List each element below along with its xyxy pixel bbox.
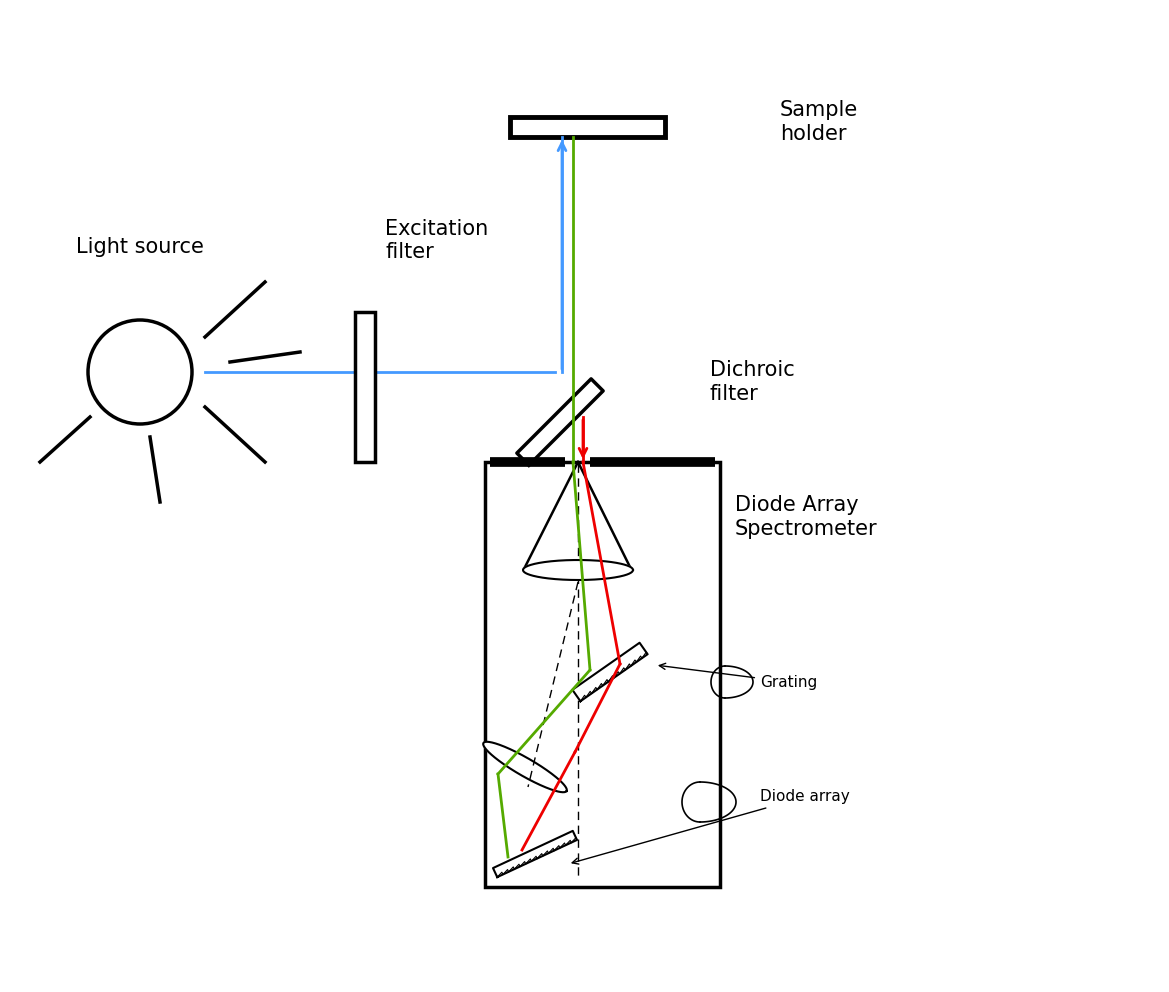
Text: Diode Array
Spectrometer: Diode Array Spectrometer [735, 495, 878, 539]
Bar [485, 462, 720, 887]
Text: Dichroic
filter: Dichroic filter [710, 360, 795, 404]
Bar [355, 312, 375, 462]
Polygon shape [493, 831, 577, 877]
Text: Excitation
filter: Excitation filter [385, 219, 489, 262]
Polygon shape [523, 560, 632, 580]
Text: Diode array: Diode array [572, 790, 850, 864]
Bar [510, 117, 665, 137]
Text: Grating: Grating [659, 664, 817, 689]
Polygon shape [517, 379, 603, 465]
Text: Sample
holder: Sample holder [780, 100, 858, 144]
Polygon shape [483, 742, 567, 793]
Text: Light source: Light source [76, 237, 203, 257]
Polygon shape [573, 643, 648, 701]
